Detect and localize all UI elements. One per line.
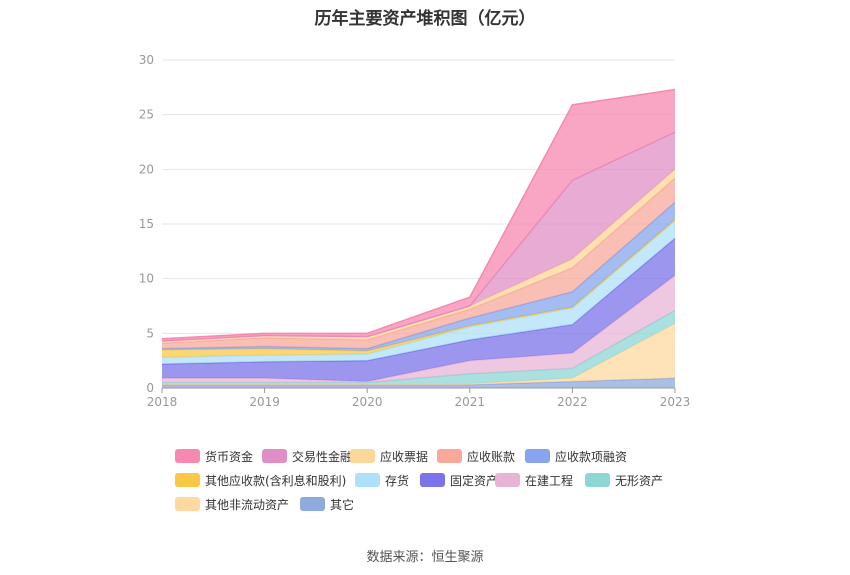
axes: 0 5 10 15 20 25 30 2018 2019 2020 2021 2022 2023 — [139, 53, 691, 409]
series-line-11 — [161, 88, 676, 340]
area-series-5 — [162, 220, 675, 364]
legend-swatch — [350, 449, 375, 463]
legend-item[interactable]: 无形资产 — [585, 472, 663, 488]
x-tick-label: 2021 — [455, 395, 486, 409]
legend-item[interactable]: 在建工程 — [495, 472, 573, 488]
y-tick-label: 10 — [139, 272, 154, 286]
legend-item[interactable]: 其它 — [300, 496, 354, 512]
x-tick-label: 2018 — [147, 395, 178, 409]
legend-label: 应收款项融资 — [555, 449, 628, 464]
legend-swatch — [355, 473, 380, 487]
legend-label: 固定资产 — [450, 473, 499, 488]
legend-item[interactable]: 存货 — [355, 472, 409, 488]
legend-label: 应收账款 — [467, 449, 516, 464]
chart-title: 历年主要资产堆积图（亿元） — [314, 9, 536, 29]
legend-item[interactable]: 其他非流动资产 — [175, 496, 289, 512]
legend-label: 在建工程 — [525, 473, 574, 488]
area-series-4 — [162, 238, 675, 382]
y-tick-label: 25 — [139, 108, 154, 122]
area-series-0 — [162, 378, 675, 388]
y-tick-label: 5 — [146, 326, 154, 340]
legend-item[interactable]: 应收款项融资 — [525, 448, 627, 464]
stacked-area-chart: 0 5 10 15 20 25 30 2018 2019 2020 2021 2022 2023 — [139, 53, 691, 409]
area-series-11 — [162, 89, 675, 341]
x-tick-label: 2023 — [660, 395, 691, 409]
legend-label: 其他应收款(含利息和股利) — [205, 473, 347, 488]
legend-label: 无形资产 — [615, 473, 664, 488]
legend-label: 其它 — [330, 497, 355, 512]
legend-swatch — [175, 473, 200, 487]
legend-item[interactable]: 其他应收款(含利息和股利) — [175, 472, 346, 488]
x-tick-label: 2022 — [557, 395, 588, 409]
y-tick-label: 30 — [139, 53, 154, 67]
legend-label: 存货 — [385, 473, 410, 488]
x-tick-label: 2020 — [352, 395, 383, 409]
data-source: 数据来源：恒生聚源 — [366, 550, 484, 565]
legend-label: 货币资金 — [205, 449, 254, 464]
y-tick-label: 15 — [139, 217, 154, 231]
legend-item[interactable]: 货币资金 — [175, 448, 253, 464]
legend-swatch — [175, 497, 200, 511]
legend-swatch — [262, 449, 287, 463]
legend-item[interactable]: 应收票据 — [350, 448, 428, 464]
area-series-3 — [162, 275, 675, 383]
area-series-10 — [162, 132, 675, 341]
x-tick-label: 2019 — [249, 395, 280, 409]
area-series-1 — [162, 323, 675, 385]
legend-swatch — [525, 449, 550, 463]
legend-item[interactable]: 固定资产 — [420, 472, 498, 488]
legend-label: 应收票据 — [380, 449, 429, 464]
legend-swatch — [175, 449, 200, 463]
area-series — [161, 88, 676, 388]
legend-label: 其他非流动资产 — [205, 497, 290, 512]
legend-swatch — [300, 497, 325, 511]
legend-swatch — [437, 449, 462, 463]
y-tick-label: 20 — [139, 162, 154, 176]
y-tick-label: 0 — [146, 381, 154, 395]
legend-item[interactable]: 应收账款 — [437, 448, 515, 464]
legend-swatch — [420, 473, 445, 487]
legend-swatch — [585, 473, 610, 487]
legend-swatch — [495, 473, 520, 487]
